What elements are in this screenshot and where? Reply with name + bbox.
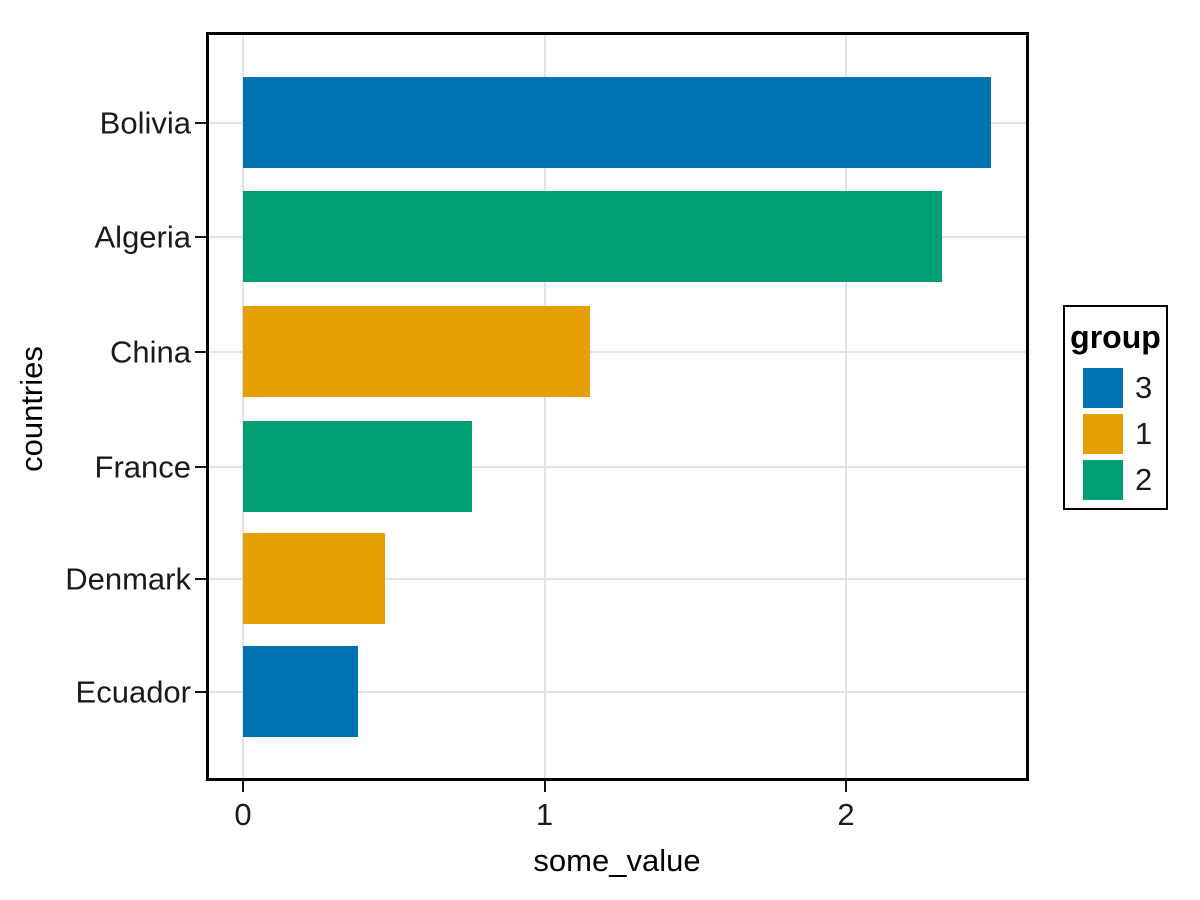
y-tick-mark [195, 235, 206, 238]
legend-swatch [1083, 414, 1123, 455]
x-tick-label: 1 [535, 797, 554, 832]
x-tick-mark [242, 781, 244, 792]
gridline-horizontal [206, 577, 1029, 580]
gridline-vertical [543, 32, 546, 781]
y-tick-label: Ecuador [75, 674, 191, 709]
gridline-horizontal [206, 465, 1029, 468]
legend-swatch [1083, 460, 1123, 501]
y-tick-label: China [110, 334, 191, 369]
legend-label: 2 [1135, 462, 1153, 498]
x-axis-title: some_value [533, 843, 701, 878]
y-tick-label: Bolivia [99, 105, 191, 140]
legend-item: 2 [1083, 460, 1166, 501]
y-tick-mark [195, 577, 206, 580]
y-axis-title: countries [14, 346, 49, 472]
gridline-horizontal [206, 350, 1029, 353]
legend-item: 1 [1083, 414, 1166, 455]
x-tick-mark [845, 781, 847, 792]
x-tick-mark [543, 781, 546, 792]
y-tick-label: Denmark [65, 561, 191, 596]
bar-algeria [243, 191, 943, 282]
legend-item: 3 [1083, 368, 1166, 409]
y-tick-mark [195, 350, 206, 353]
x-tick-label: 2 [837, 797, 855, 832]
gridline-vertical [845, 32, 847, 781]
legend-title: group [1070, 319, 1161, 355]
gridline-horizontal [206, 690, 1029, 693]
legend-items: 3 1 2 [1065, 368, 1166, 501]
x-tick-label: 0 [234, 797, 252, 832]
y-tick-label: Algeria [94, 219, 192, 254]
bar-bolivia [243, 77, 991, 168]
bar-denmark [243, 533, 385, 624]
legend-label: 1 [1135, 416, 1153, 452]
y-tick-label: France [94, 449, 191, 484]
y-tick-mark [195, 690, 206, 693]
bar-china [243, 306, 590, 397]
y-tick-mark [195, 465, 206, 468]
legend: group 3 1 2 [1063, 305, 1168, 510]
bar-ecuador [243, 646, 358, 737]
legend-swatch [1083, 368, 1123, 409]
y-tick-mark [195, 121, 206, 124]
bar-france [243, 421, 473, 512]
gridline-vertical [242, 32, 244, 781]
legend-label: 3 [1135, 370, 1153, 406]
